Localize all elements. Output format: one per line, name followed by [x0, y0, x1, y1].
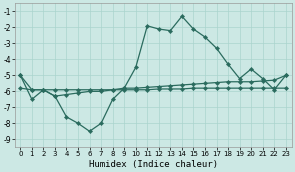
X-axis label: Humidex (Indice chaleur): Humidex (Indice chaleur)	[88, 159, 217, 169]
